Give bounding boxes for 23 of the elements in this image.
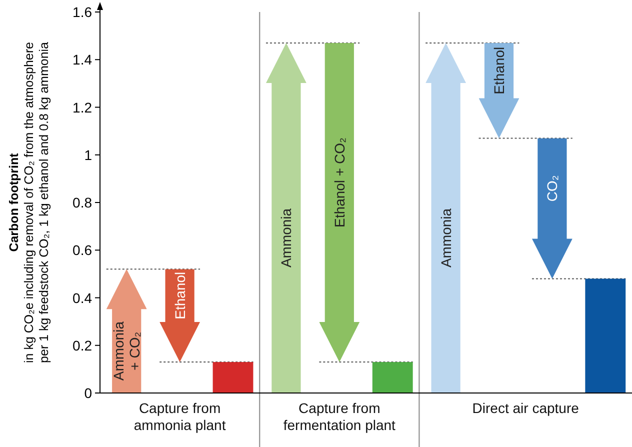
y-tick-label: 0.2 <box>72 337 92 354</box>
y-tick-label: 0.8 <box>72 194 92 210</box>
x-tick-label: Ethanol <box>172 272 188 320</box>
y-tick-label: 0.4 <box>72 290 92 306</box>
y-tick-label: 1.4 <box>72 52 92 68</box>
text: Direct air capture <box>472 400 580 416</box>
x-tick-label: Ammonia <box>438 208 454 268</box>
x-tick-label: Ethanol + CO₂ <box>331 138 348 228</box>
bar <box>212 362 254 393</box>
text: Capture from fermentation plant <box>283 400 396 433</box>
x-tick-label: Ethanol <box>491 46 507 94</box>
x-tick-label: Ammonia <box>278 208 294 268</box>
y-tick-label: 0 <box>84 385 92 401</box>
y-tick-label: 1 <box>84 146 92 163</box>
x-tick-label: Ammonia + CO₂ <box>110 321 143 381</box>
y-tick-label: 1.6 <box>72 4 92 20</box>
bar <box>372 362 413 393</box>
y-tick-label: 1.2 <box>72 99 92 116</box>
text: Capture from ammonia plant <box>134 400 226 433</box>
y-tick-label: 0.6 <box>72 242 92 258</box>
y-axis-title: Carbon footprint in kg CO₂e including removal of CO₂ from the atmosphere per 1 kg feedstock CO₂, 1 kg ethanol and 0.8 kg ammonia <box>7 42 51 364</box>
x-tick-label: CO₂ <box>544 175 560 202</box>
bar <box>585 278 626 393</box>
